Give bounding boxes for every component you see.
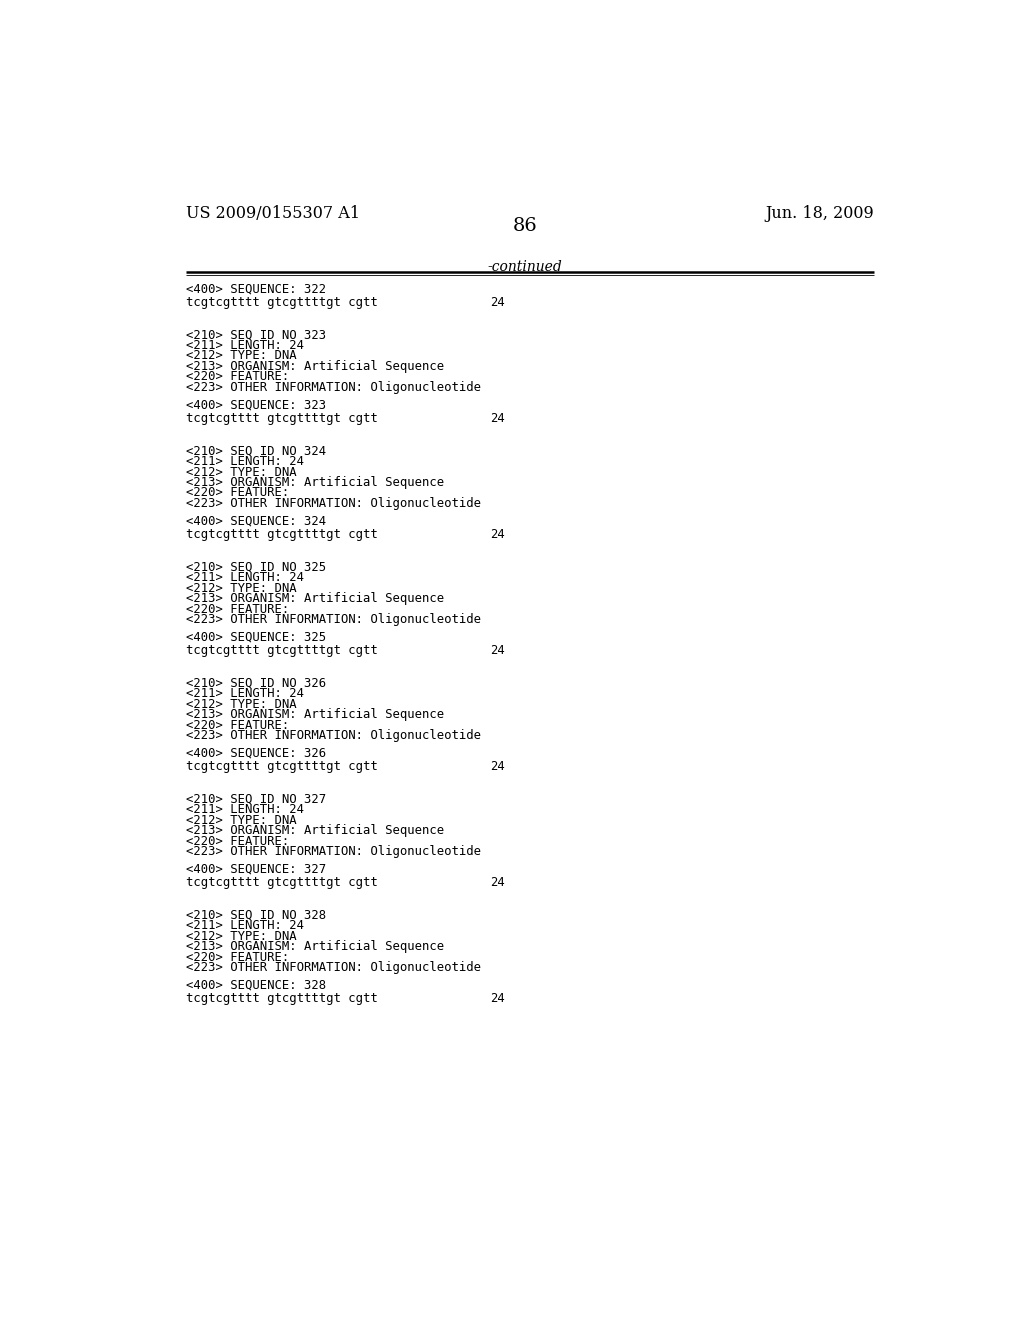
Text: -continued: -continued bbox=[487, 260, 562, 275]
Text: <400> SEQUENCE: 322: <400> SEQUENCE: 322 bbox=[186, 282, 326, 296]
Text: <400> SEQUENCE: 323: <400> SEQUENCE: 323 bbox=[186, 399, 326, 412]
Text: <400> SEQUENCE: 328: <400> SEQUENCE: 328 bbox=[186, 978, 326, 991]
Text: <220> FEATURE:: <220> FEATURE: bbox=[186, 950, 289, 964]
Text: tcgtcgtttt gtcgttttgt cgtt: tcgtcgtttt gtcgttttgt cgtt bbox=[186, 528, 378, 541]
Text: <213> ORGANISM: Artificial Sequence: <213> ORGANISM: Artificial Sequence bbox=[186, 593, 444, 605]
Text: <210> SEQ ID NO 328: <210> SEQ ID NO 328 bbox=[186, 909, 326, 921]
Text: <210> SEQ ID NO 324: <210> SEQ ID NO 324 bbox=[186, 445, 326, 458]
Text: <211> LENGTH: 24: <211> LENGTH: 24 bbox=[186, 919, 304, 932]
Text: <211> LENGTH: 24: <211> LENGTH: 24 bbox=[186, 804, 304, 816]
Text: Jun. 18, 2009: Jun. 18, 2009 bbox=[765, 205, 873, 222]
Text: <213> ORGANISM: Artificial Sequence: <213> ORGANISM: Artificial Sequence bbox=[186, 477, 444, 488]
Text: <220> FEATURE:: <220> FEATURE: bbox=[186, 487, 289, 499]
Text: <212> TYPE: DNA: <212> TYPE: DNA bbox=[186, 466, 297, 479]
Text: <211> LENGTH: 24: <211> LENGTH: 24 bbox=[186, 455, 304, 469]
Text: <223> OTHER INFORMATION: Oligonucleotide: <223> OTHER INFORMATION: Oligonucleotide bbox=[186, 729, 481, 742]
Text: <213> ORGANISM: Artificial Sequence: <213> ORGANISM: Artificial Sequence bbox=[186, 940, 444, 953]
Text: <212> TYPE: DNA: <212> TYPE: DNA bbox=[186, 350, 297, 363]
Text: <223> OTHER INFORMATION: Oligonucleotide: <223> OTHER INFORMATION: Oligonucleotide bbox=[186, 381, 481, 393]
Text: 24: 24 bbox=[489, 296, 505, 309]
Text: tcgtcgtttt gtcgttttgt cgtt: tcgtcgtttt gtcgttttgt cgtt bbox=[186, 296, 378, 309]
Text: <223> OTHER INFORMATION: Oligonucleotide: <223> OTHER INFORMATION: Oligonucleotide bbox=[186, 496, 481, 510]
Text: tcgtcgtttt gtcgttttgt cgtt: tcgtcgtttt gtcgttttgt cgtt bbox=[186, 876, 378, 888]
Text: <213> ORGANISM: Artificial Sequence: <213> ORGANISM: Artificial Sequence bbox=[186, 824, 444, 837]
Text: <400> SEQUENCE: 325: <400> SEQUENCE: 325 bbox=[186, 631, 326, 644]
Text: <400> SEQUENCE: 324: <400> SEQUENCE: 324 bbox=[186, 515, 326, 528]
Text: tcgtcgtttt gtcgttttgt cgtt: tcgtcgtttt gtcgttttgt cgtt bbox=[186, 993, 378, 1005]
Text: tcgtcgtttt gtcgttttgt cgtt: tcgtcgtttt gtcgttttgt cgtt bbox=[186, 412, 378, 425]
Text: <223> OTHER INFORMATION: Oligonucleotide: <223> OTHER INFORMATION: Oligonucleotide bbox=[186, 612, 481, 626]
Text: <223> OTHER INFORMATION: Oligonucleotide: <223> OTHER INFORMATION: Oligonucleotide bbox=[186, 961, 481, 974]
Text: <211> LENGTH: 24: <211> LENGTH: 24 bbox=[186, 339, 304, 352]
Text: <210> SEQ ID NO 325: <210> SEQ ID NO 325 bbox=[186, 561, 326, 574]
Text: <223> OTHER INFORMATION: Oligonucleotide: <223> OTHER INFORMATION: Oligonucleotide bbox=[186, 845, 481, 858]
Text: <210> SEQ ID NO 323: <210> SEQ ID NO 323 bbox=[186, 329, 326, 342]
Text: <211> LENGTH: 24: <211> LENGTH: 24 bbox=[186, 572, 304, 585]
Text: 24: 24 bbox=[489, 528, 505, 541]
Text: <400> SEQUENCE: 327: <400> SEQUENCE: 327 bbox=[186, 863, 326, 875]
Text: <210> SEQ ID NO 326: <210> SEQ ID NO 326 bbox=[186, 677, 326, 690]
Text: 24: 24 bbox=[489, 876, 505, 888]
Text: 24: 24 bbox=[489, 644, 505, 657]
Text: <220> FEATURE:: <220> FEATURE: bbox=[186, 834, 289, 847]
Text: 24: 24 bbox=[489, 993, 505, 1005]
Text: <220> FEATURE:: <220> FEATURE: bbox=[186, 371, 289, 383]
Text: tcgtcgtttt gtcgttttgt cgtt: tcgtcgtttt gtcgttttgt cgtt bbox=[186, 644, 378, 657]
Text: <212> TYPE: DNA: <212> TYPE: DNA bbox=[186, 582, 297, 594]
Text: US 2009/0155307 A1: US 2009/0155307 A1 bbox=[186, 205, 359, 222]
Text: <400> SEQUENCE: 326: <400> SEQUENCE: 326 bbox=[186, 747, 326, 759]
Text: <220> FEATURE:: <220> FEATURE: bbox=[186, 602, 289, 615]
Text: <213> ORGANISM: Artificial Sequence: <213> ORGANISM: Artificial Sequence bbox=[186, 708, 444, 721]
Text: tcgtcgtttt gtcgttttgt cgtt: tcgtcgtttt gtcgttttgt cgtt bbox=[186, 760, 378, 774]
Text: 24: 24 bbox=[489, 760, 505, 774]
Text: <211> LENGTH: 24: <211> LENGTH: 24 bbox=[186, 688, 304, 700]
Text: <212> TYPE: DNA: <212> TYPE: DNA bbox=[186, 929, 297, 942]
Text: <212> TYPE: DNA: <212> TYPE: DNA bbox=[186, 698, 297, 710]
Text: <210> SEQ ID NO 327: <210> SEQ ID NO 327 bbox=[186, 793, 326, 805]
Text: <212> TYPE: DNA: <212> TYPE: DNA bbox=[186, 813, 297, 826]
Text: 86: 86 bbox=[512, 218, 538, 235]
Text: 24: 24 bbox=[489, 412, 505, 425]
Text: <213> ORGANISM: Artificial Sequence: <213> ORGANISM: Artificial Sequence bbox=[186, 360, 444, 374]
Text: <220> FEATURE:: <220> FEATURE: bbox=[186, 718, 289, 731]
